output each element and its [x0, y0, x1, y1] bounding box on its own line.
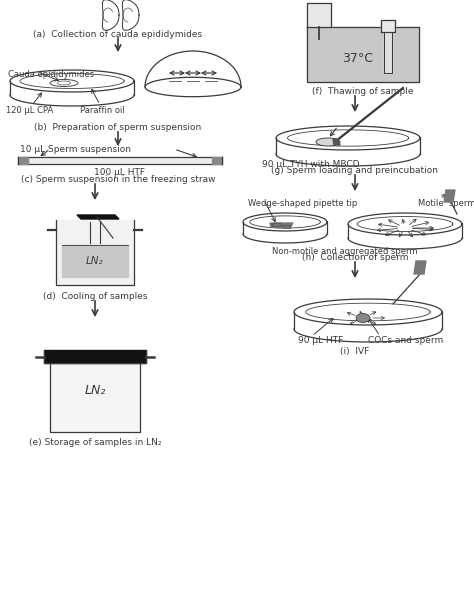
Text: (a)  Collection of cauda epididymides: (a) Collection of cauda epididymides: [34, 30, 202, 39]
Text: (e) Storage of samples in LN₂: (e) Storage of samples in LN₂: [29, 438, 161, 447]
Text: (h)  Collection of sperm: (h) Collection of sperm: [302, 253, 408, 262]
Polygon shape: [44, 350, 146, 363]
Text: Non-motile and aggregated sperm: Non-motile and aggregated sperm: [272, 247, 418, 256]
Text: COCs and sperm: COCs and sperm: [368, 336, 443, 345]
Text: (i)  IVF: (i) IVF: [340, 347, 370, 356]
Polygon shape: [307, 27, 419, 82]
Polygon shape: [50, 350, 140, 432]
Polygon shape: [414, 261, 426, 274]
Text: Paraffin oil: Paraffin oil: [80, 106, 125, 115]
Text: Cauda epididymides: Cauda epididymides: [8, 70, 94, 79]
Text: (g) Sperm loading and preincubation: (g) Sperm loading and preincubation: [272, 166, 438, 175]
Text: (f)  Thawing of sample: (f) Thawing of sample: [312, 87, 414, 96]
Text: (c) Sperm suspension in the freezing straw: (c) Sperm suspension in the freezing str…: [21, 175, 215, 184]
Polygon shape: [62, 245, 128, 277]
Text: (b)  Preparation of sperm suspension: (b) Preparation of sperm suspension: [35, 123, 201, 132]
Text: (d)  Cooling of samples: (d) Cooling of samples: [43, 292, 147, 301]
Text: LN₂: LN₂: [86, 256, 104, 266]
Text: 10 μL Sperm suspension: 10 μL Sperm suspension: [20, 145, 131, 154]
Text: Motile  sperm: Motile sperm: [418, 199, 474, 208]
Polygon shape: [56, 220, 134, 285]
Text: 37°C: 37°C: [343, 52, 374, 65]
Polygon shape: [270, 223, 293, 228]
Text: 120 μL CPA: 120 μL CPA: [6, 106, 53, 115]
Polygon shape: [381, 20, 395, 32]
Polygon shape: [122, 0, 139, 30]
Text: LN₂: LN₂: [84, 385, 106, 397]
Polygon shape: [333, 139, 340, 145]
Text: 100 μL HTF: 100 μL HTF: [94, 168, 146, 177]
Ellipse shape: [316, 138, 340, 146]
Polygon shape: [444, 190, 455, 202]
Polygon shape: [26, 157, 214, 163]
Polygon shape: [18, 157, 28, 163]
Text: 90 μL TYH with MBCD: 90 μL TYH with MBCD: [262, 160, 359, 169]
Text: 90 μL HTF: 90 μL HTF: [298, 336, 343, 345]
Polygon shape: [77, 215, 119, 219]
Ellipse shape: [356, 313, 370, 322]
Polygon shape: [102, 0, 119, 30]
Text: Wedge-shaped pipette tip: Wedge-shaped pipette tip: [248, 199, 357, 208]
Polygon shape: [307, 3, 331, 27]
Polygon shape: [384, 32, 392, 73]
Polygon shape: [212, 157, 222, 163]
